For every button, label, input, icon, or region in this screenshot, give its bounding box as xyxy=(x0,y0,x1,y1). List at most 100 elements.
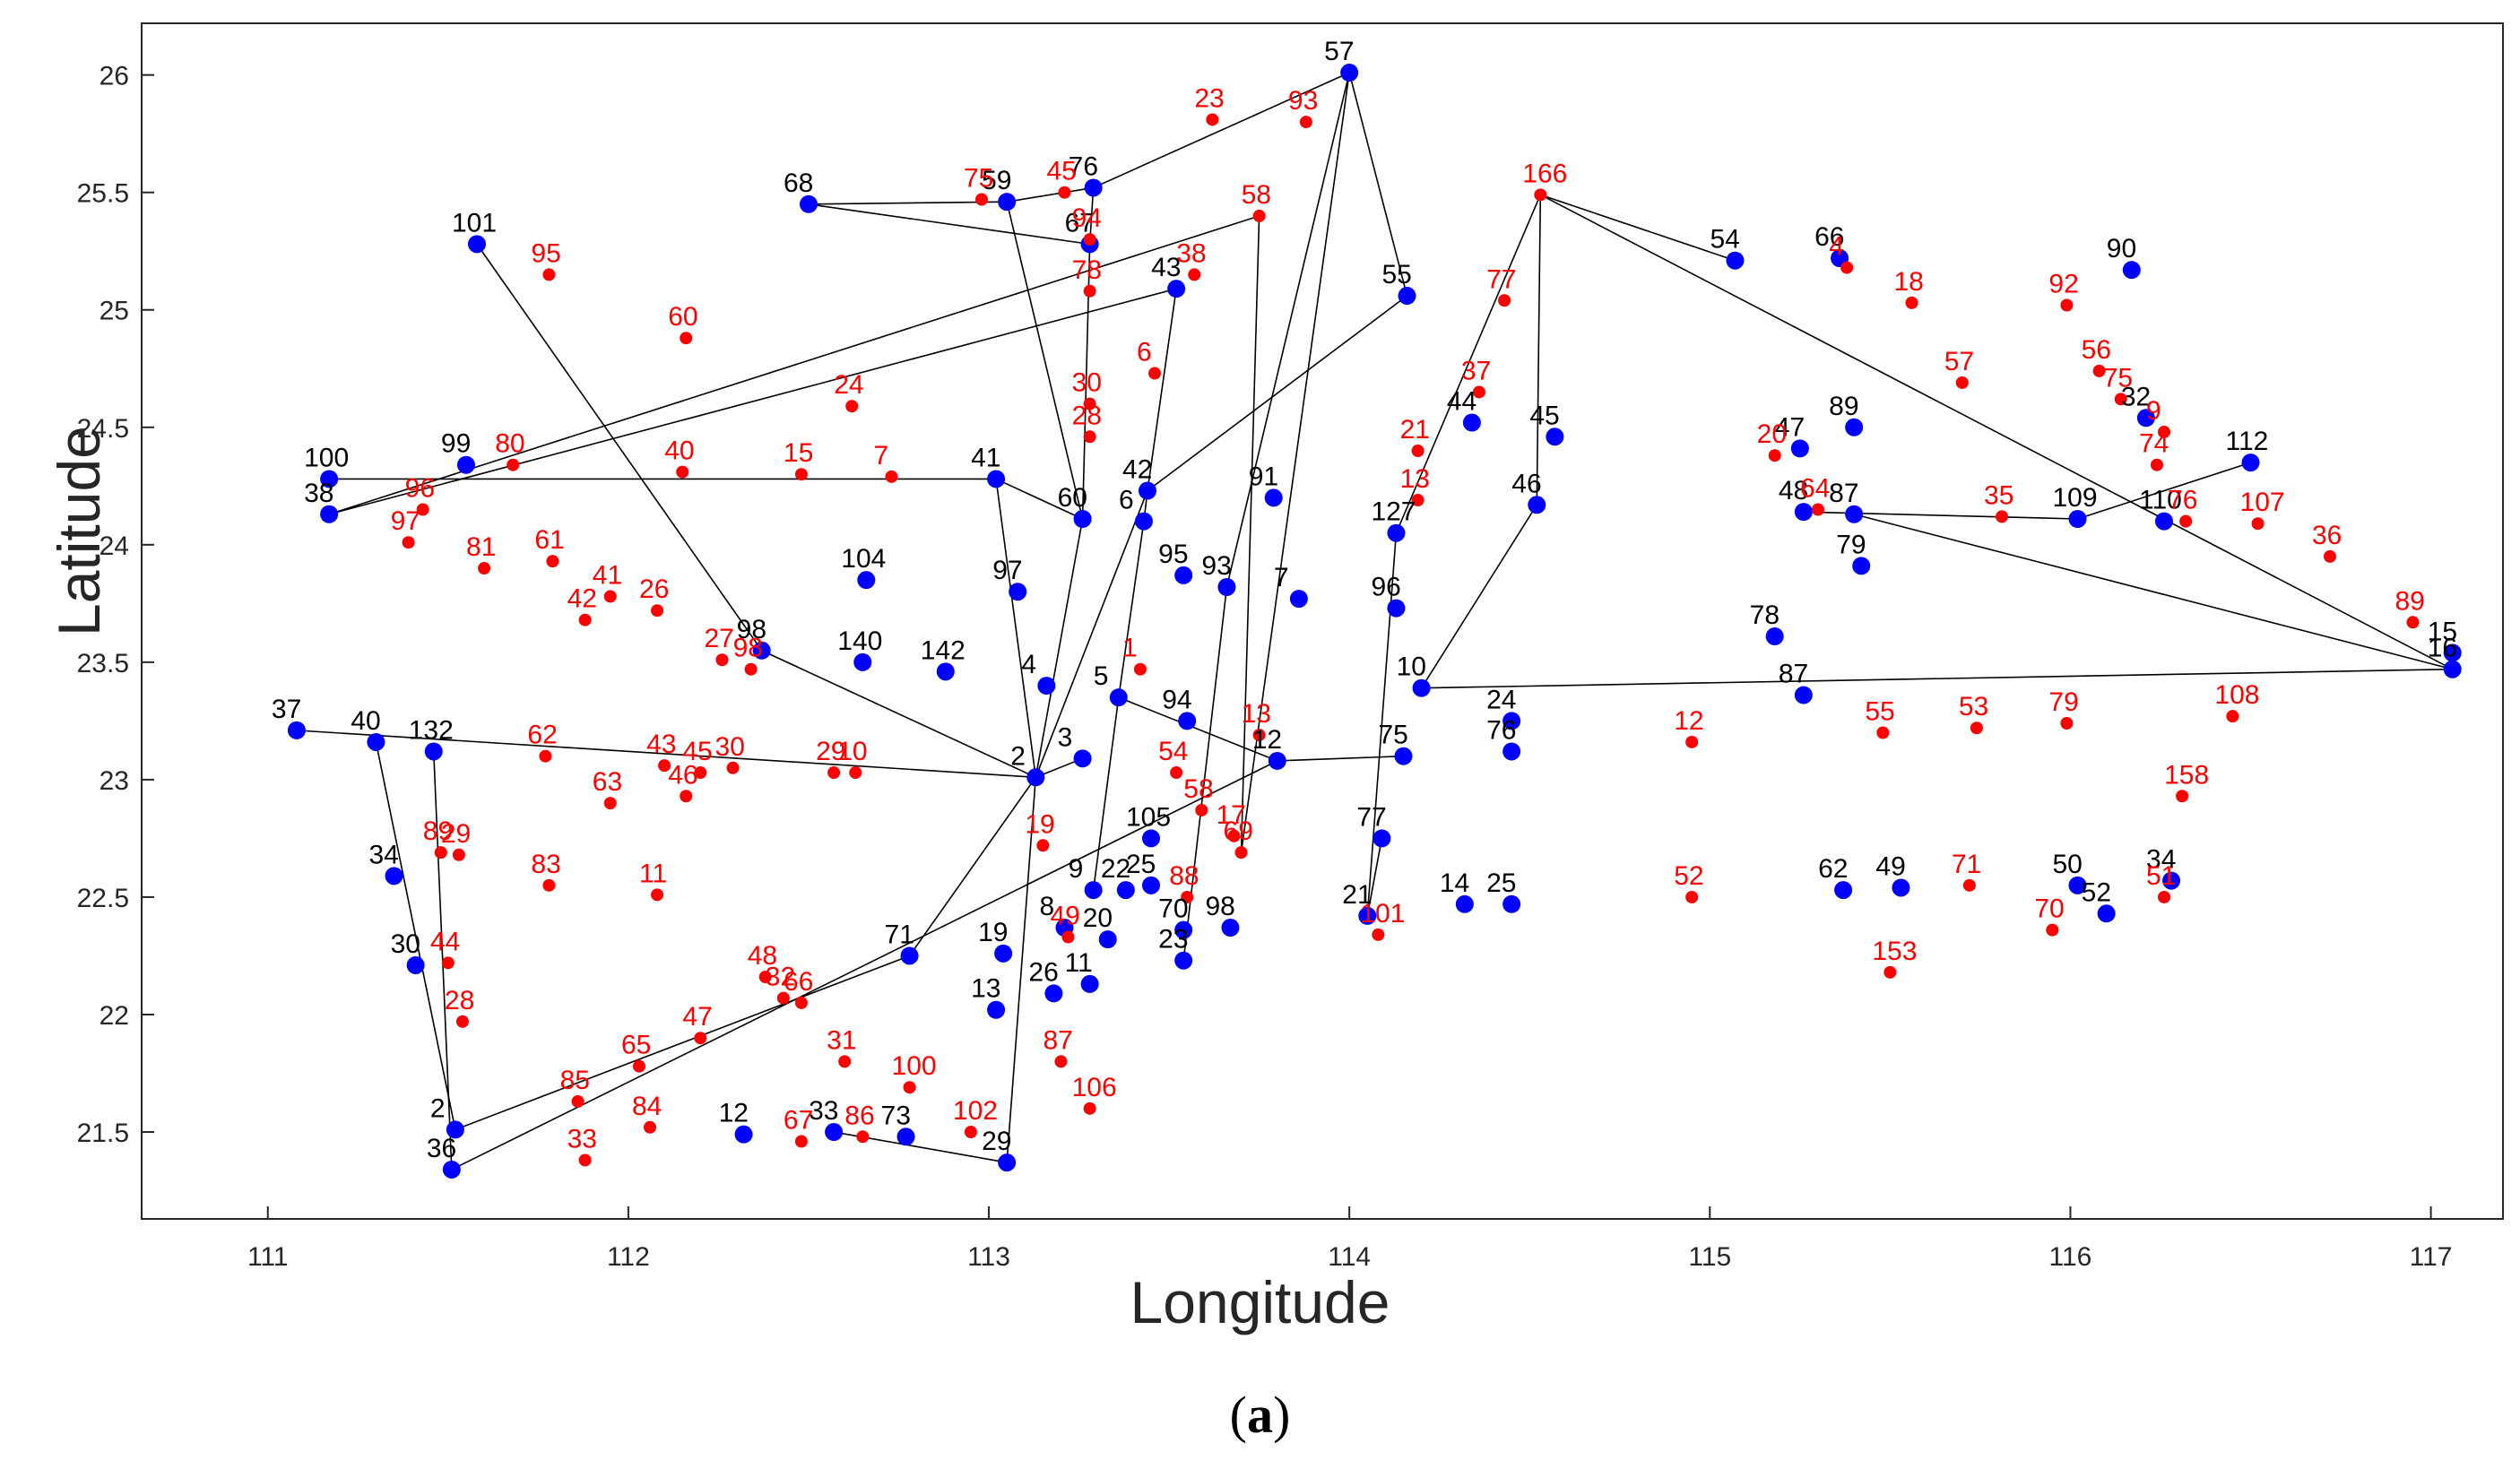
blue-node xyxy=(1138,481,1156,500)
blue-node xyxy=(2241,454,2260,472)
blue-node-label: 19 xyxy=(978,918,1008,947)
blue-node xyxy=(2122,261,2141,280)
red-node-label: 28 xyxy=(445,986,474,1015)
plot-frame xyxy=(141,22,2504,1220)
network-edge xyxy=(1240,215,1260,853)
blue-node xyxy=(936,662,955,681)
network-edge xyxy=(328,215,1260,515)
blue-node-label: 34 xyxy=(2146,845,2176,875)
red-node-label: 158 xyxy=(2164,760,2209,790)
blue-node xyxy=(385,867,403,886)
red-node xyxy=(1534,188,1547,202)
red-node xyxy=(1685,890,1699,903)
red-node xyxy=(542,268,556,281)
red-node xyxy=(1970,721,1983,735)
red-node-label: 19 xyxy=(1025,809,1054,839)
red-node-label: 40 xyxy=(664,436,694,466)
network-edge xyxy=(1007,186,1094,203)
red-node-label: 31 xyxy=(827,1025,856,1055)
red-node xyxy=(1876,726,1890,739)
network-edge xyxy=(1395,194,1542,534)
blue-node-label: 36 xyxy=(427,1134,456,1163)
blue-node xyxy=(1373,829,1391,848)
red-node xyxy=(1768,449,1781,462)
red-node-label: 71 xyxy=(1952,850,1981,879)
red-node-label: 98 xyxy=(733,634,763,663)
x-tick-label: 116 xyxy=(2049,1242,2092,1272)
red-node xyxy=(1234,846,1248,860)
red-node-label: 15 xyxy=(784,438,813,468)
red-node xyxy=(546,555,559,568)
blue-node-label: 67 xyxy=(1065,208,1095,238)
blue-node-label: 68 xyxy=(784,168,813,198)
blue-node xyxy=(1073,749,1092,768)
red-node-label: 45 xyxy=(1046,157,1076,186)
blue-node-label: 76 xyxy=(1486,715,1516,745)
blue-node xyxy=(1387,599,1406,618)
x-tick-label: 113 xyxy=(967,1242,1010,1272)
red-node-label: 20 xyxy=(1757,419,1787,449)
red-node-label: 58 xyxy=(1183,774,1213,804)
blue-node xyxy=(1358,906,1377,925)
red-node-label: 54 xyxy=(1158,737,1188,766)
blue-node xyxy=(857,571,876,590)
blue-node-label: 66 xyxy=(1814,222,1844,252)
blue-node xyxy=(1852,557,1871,575)
red-node xyxy=(1884,965,1897,979)
red-node xyxy=(452,848,465,861)
red-node-label: 78 xyxy=(1072,255,1102,285)
red-node xyxy=(441,956,455,970)
blue-node xyxy=(1726,251,1745,270)
blue-node-label: 75 xyxy=(1378,721,1407,750)
red-node-label: 64 xyxy=(1800,474,1830,504)
caption-close: ) xyxy=(1273,1386,1291,1444)
network-edge xyxy=(1118,696,1278,762)
red-node-label: 42 xyxy=(567,584,597,614)
blue-node xyxy=(1037,677,1056,695)
red-node xyxy=(632,1059,645,1073)
blue-node xyxy=(442,1160,461,1179)
red-node-label: 44 xyxy=(430,927,460,956)
blue-node xyxy=(987,1000,1006,1019)
blue-node xyxy=(456,455,475,474)
red-node xyxy=(2150,458,2163,471)
blue-node-label: 95 xyxy=(1158,540,1188,569)
network-edge xyxy=(1118,521,1145,698)
red-node-label: 94 xyxy=(1072,203,1102,233)
red-node-label: 81 xyxy=(466,532,496,562)
blue-node xyxy=(287,721,306,739)
red-node-label: 4 xyxy=(1829,232,1844,262)
red-node xyxy=(694,766,707,780)
blue-node xyxy=(1221,919,1240,937)
red-node-label: 65 xyxy=(621,1031,651,1060)
red-node xyxy=(715,653,729,667)
red-node-label: 55 xyxy=(1865,696,1894,726)
red-node-label: 67 xyxy=(784,1106,813,1136)
blue-node-label: 97 xyxy=(992,556,1022,585)
blue-node xyxy=(1412,678,1431,697)
red-node xyxy=(1472,385,1485,399)
blue-node-label: 42 xyxy=(1122,455,1152,485)
red-node-label: 24 xyxy=(834,370,863,400)
red-node-label: 101 xyxy=(1360,899,1405,929)
blue-node xyxy=(1455,894,1474,913)
red-node-label: 102 xyxy=(953,1096,998,1126)
red-node-label: 29 xyxy=(441,819,471,849)
red-node xyxy=(603,797,617,810)
network-edge xyxy=(995,478,1083,520)
red-node-label: 77 xyxy=(1486,264,1516,294)
blue-node xyxy=(853,652,872,671)
red-node xyxy=(402,536,415,549)
network-edge xyxy=(1348,72,1408,297)
red-node-label: 51 xyxy=(2146,861,2176,891)
blue-node xyxy=(998,193,1017,212)
blue-node-label: 60 xyxy=(1058,483,1087,513)
blue-node-label: 98 xyxy=(1205,892,1234,921)
blue-node-label: 8 xyxy=(1039,892,1054,921)
blue-node xyxy=(1167,280,1186,298)
red-node-label: 23 xyxy=(1194,83,1224,113)
red-node xyxy=(542,878,556,892)
red-node-label: 28 xyxy=(1072,401,1102,430)
red-node-label: 108 xyxy=(2214,680,2259,710)
red-node-label: 74 xyxy=(2139,429,2169,459)
